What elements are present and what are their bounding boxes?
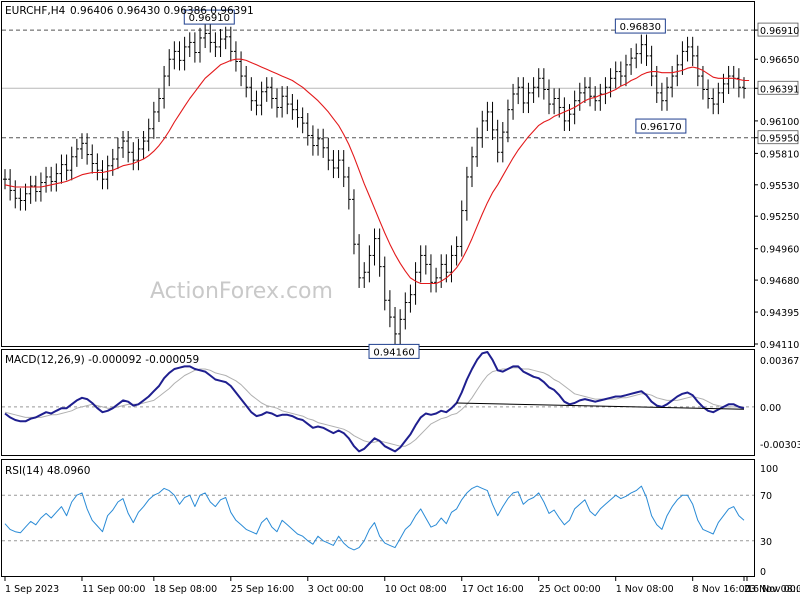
annotation-box bbox=[614, 18, 666, 34]
price-layer: 0.96910 0.96830 0.96170 0.94160 bbox=[2, 9, 754, 359]
chart-symbol-title: EURCHF,H4 bbox=[5, 5, 66, 17]
annotation-box bbox=[368, 343, 420, 359]
price-axis-label: 0.95950 bbox=[760, 134, 799, 145]
price-axis-label: 0.96910 bbox=[760, 26, 799, 37]
annotation-label: 0.96170 bbox=[640, 122, 681, 133]
x-axis-label: 11 Sep 00:00 bbox=[82, 584, 145, 595]
rsi-line bbox=[4, 485, 745, 551]
macd-layer bbox=[2, 351, 754, 453]
macd-axis-label: 0.00367 bbox=[760, 356, 799, 367]
price-axis-label: 0.95250 bbox=[760, 212, 799, 223]
price-axis-label: 0.94680 bbox=[760, 276, 799, 287]
chart-ohlc-values: 0.96406 0.96430 0.96386 0.96391 bbox=[70, 5, 254, 17]
moving-average-line bbox=[4, 58, 750, 285]
price-axis-label: 0.96100 bbox=[760, 117, 799, 128]
rsi-axis-label: 0 bbox=[760, 567, 766, 578]
annotation-label: 0.96910 bbox=[189, 13, 230, 24]
macd-trendline bbox=[456, 402, 745, 410]
price-axis-label: 0.94960 bbox=[760, 245, 799, 256]
rsi-axis-label: 30 bbox=[760, 537, 772, 548]
price-axis-highlight bbox=[757, 80, 799, 95]
price-axis-highlight bbox=[757, 22, 799, 37]
macd-signal-line bbox=[4, 367, 744, 447]
axis-layer: 0.96910 0.96650 0.96391 0.96100 0.95950 0.958… bbox=[4, 22, 800, 595]
x-axis-label: 23 Nov 08:00 bbox=[744, 584, 800, 595]
macd-line bbox=[4, 351, 745, 453]
price-axis-label: 0.94395 bbox=[760, 308, 799, 319]
macd-axis-label: -0.003038 bbox=[760, 440, 800, 451]
price-axis-label: 0.94110 bbox=[760, 340, 799, 351]
rsi-pane bbox=[1, 459, 755, 577]
x-axis-label: 1 Sep 2023 bbox=[5, 584, 59, 595]
price-axis-label: 0.96391 bbox=[760, 84, 799, 95]
x-axis-label: 8 Nov 16:00 bbox=[693, 584, 751, 595]
annotation-label: 0.96830 bbox=[620, 22, 661, 33]
x-axis-label: 16 Nov 00:00 bbox=[747, 584, 800, 595]
price-axis-highlight bbox=[757, 130, 799, 145]
macd-title: MACD(12,26,9) -0.000092 -0.000059 bbox=[5, 354, 199, 366]
x-axis-label: 10 Oct 08:00 bbox=[385, 584, 447, 595]
watermark: ActionForex.com bbox=[150, 279, 333, 304]
annotation-box bbox=[183, 9, 235, 25]
price-axis-label: 0.95810 bbox=[760, 149, 799, 160]
price-axis-label: 0.96650 bbox=[760, 55, 799, 66]
rsi-layer bbox=[2, 485, 754, 551]
x-axis-label: 25 Oct 00:00 bbox=[539, 584, 601, 595]
x-axis-label: 18 Sep 08:00 bbox=[154, 584, 217, 595]
x-axis-label: 17 Oct 16:00 bbox=[462, 584, 524, 595]
annotation-box bbox=[635, 118, 687, 134]
x-axis-label: 3 Oct 00:00 bbox=[308, 584, 364, 595]
x-axis-label: 1 Nov 08:00 bbox=[616, 584, 674, 595]
price-axis-label: 0.95530 bbox=[760, 181, 799, 192]
rsi-axis-label: 100 bbox=[760, 464, 778, 475]
x-axis-label: 25 Sep 16:00 bbox=[231, 584, 294, 595]
macd-axis-label: 0.00 bbox=[760, 403, 781, 414]
rsi-title: RSI(14) 48.0960 bbox=[5, 465, 90, 477]
annotation-label: 0.94160 bbox=[373, 347, 414, 358]
rsi-axis-label: 70 bbox=[760, 491, 772, 502]
